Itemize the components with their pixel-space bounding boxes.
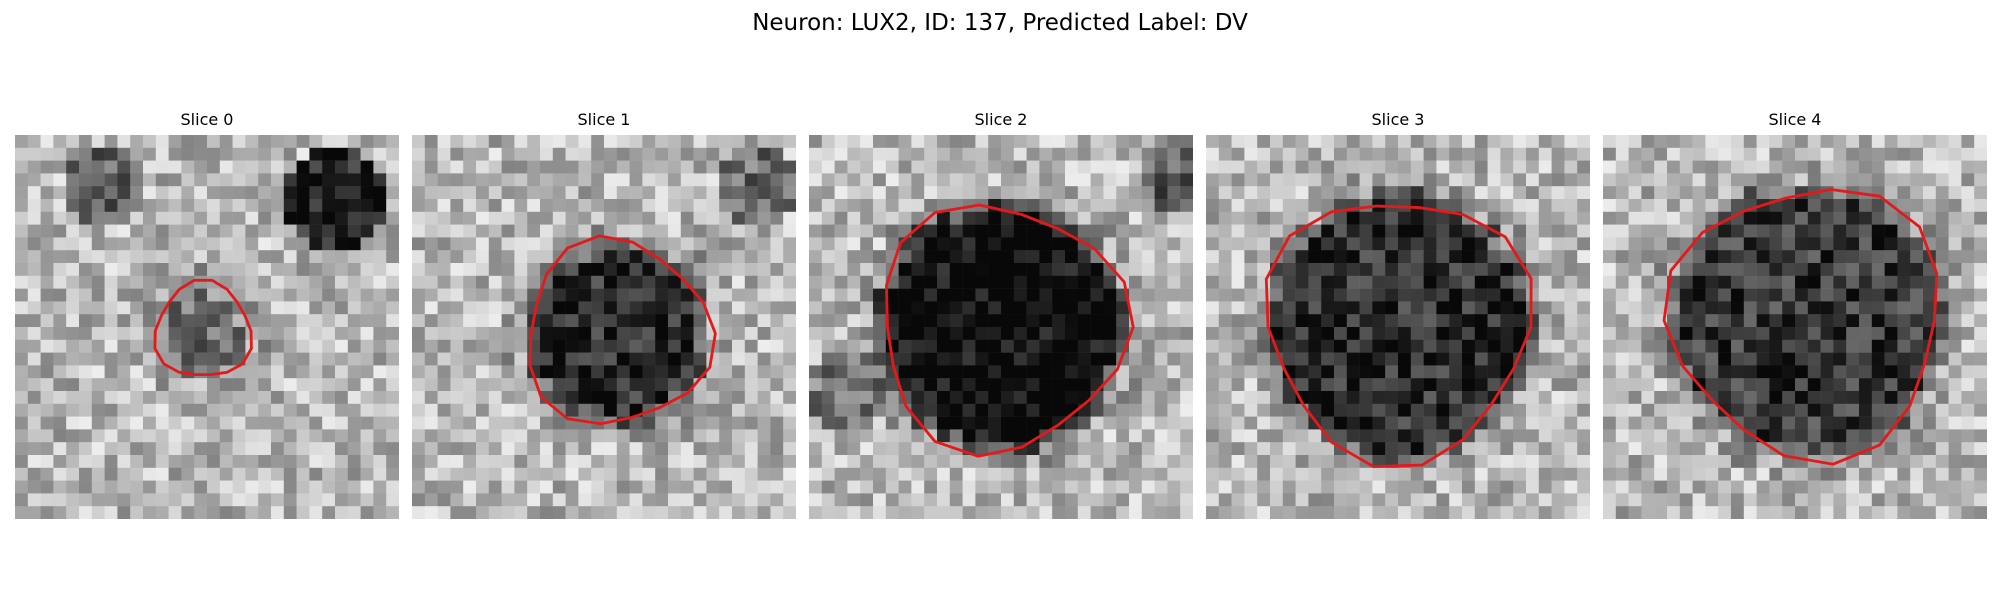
slice-panel-0: Slice 0 — [15, 108, 399, 519]
slice-panel-1: Slice 1 — [412, 108, 796, 519]
slice-title-2: Slice 2 — [974, 110, 1028, 129]
slice-title-1: Slice 1 — [577, 110, 631, 129]
slice-title-0: Slice 0 — [180, 110, 234, 129]
contour-outline-0 — [153, 278, 253, 377]
slice-image-4 — [1603, 135, 1987, 519]
contour-outline-2 — [885, 203, 1135, 458]
figure-title: Neuron: LUX2, ID: 137, Predicted Label: … — [752, 10, 1248, 36]
contour-outline-1 — [528, 234, 717, 426]
slice-image-2 — [809, 135, 1193, 519]
contour-outline-4 — [1662, 188, 1939, 466]
slice-panel-4: Slice 4 — [1603, 108, 1987, 519]
slice-title-4: Slice 4 — [1768, 110, 1822, 129]
slice-image-1 — [412, 135, 796, 519]
contour-outline-3 — [1264, 204, 1533, 468]
slice-image-3 — [1206, 135, 1590, 519]
slice-image-0 — [15, 135, 399, 519]
slice-panel-2: Slice 2 — [809, 108, 1193, 519]
slice-title-3: Slice 3 — [1371, 110, 1425, 129]
slice-panel-3: Slice 3 — [1206, 108, 1590, 519]
